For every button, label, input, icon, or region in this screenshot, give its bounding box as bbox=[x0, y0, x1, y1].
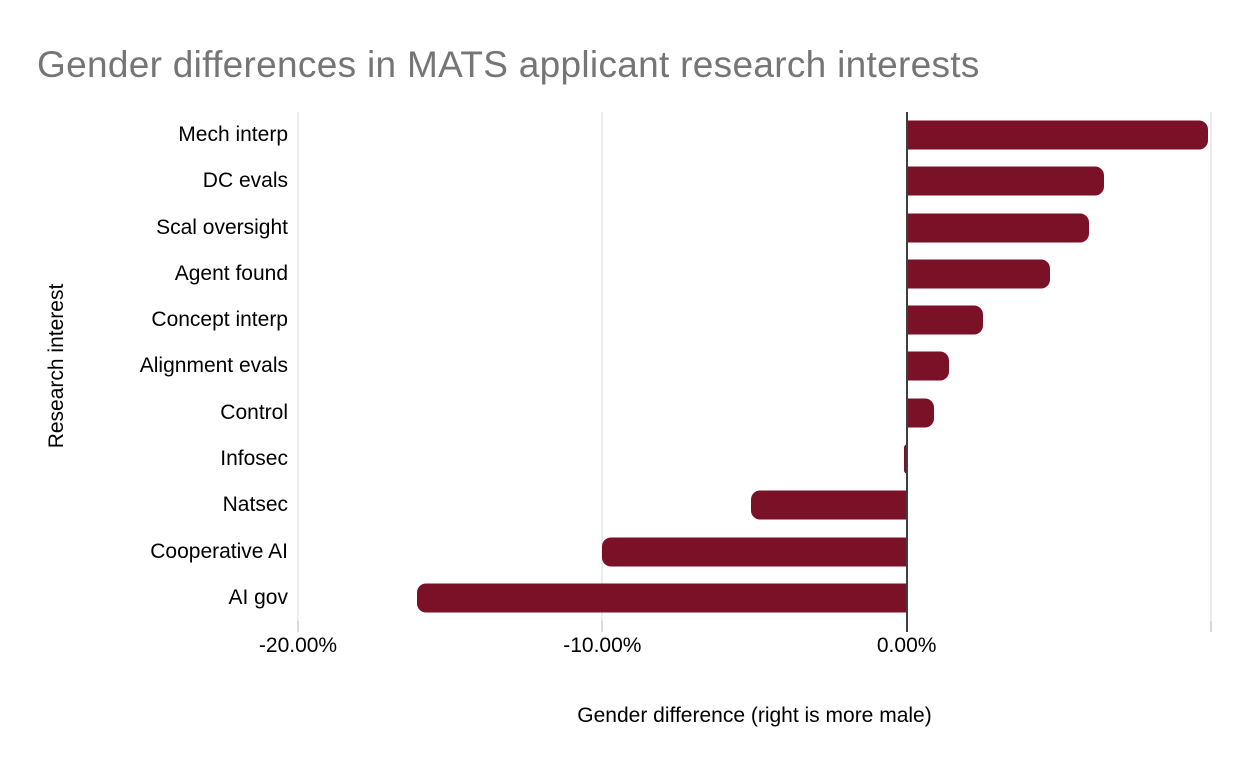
x-tick-label: -20.00% bbox=[258, 634, 338, 657]
axis-tick bbox=[905, 621, 908, 632]
gridline bbox=[1210, 112, 1212, 621]
bar bbox=[416, 583, 907, 613]
bar bbox=[906, 213, 1090, 243]
axis-tick bbox=[601, 621, 603, 632]
axis-tick bbox=[297, 621, 299, 632]
axis-ticks bbox=[297, 621, 1212, 632]
bars bbox=[298, 112, 1211, 621]
bar bbox=[906, 259, 1050, 289]
category-labels: Mech interp DC evals Scal oversight Agent f… bbox=[0, 112, 288, 621]
bar-row bbox=[298, 158, 1211, 204]
bar-row bbox=[298, 575, 1211, 621]
gridline bbox=[601, 112, 603, 621]
zero-axis-line bbox=[905, 112, 908, 621]
chart-title: Gender differences in MATS applicant res… bbox=[37, 44, 980, 85]
bar-row bbox=[298, 436, 1211, 482]
bar-row bbox=[298, 205, 1211, 251]
bar-row bbox=[298, 343, 1211, 389]
bar bbox=[906, 120, 1208, 150]
bar bbox=[903, 444, 907, 474]
category-label: Concept interp bbox=[151, 308, 288, 332]
x-axis-title: Gender difference (right is more male) bbox=[577, 704, 932, 727]
bar-row bbox=[298, 482, 1211, 528]
bar bbox=[906, 166, 1105, 196]
axis-tick bbox=[1210, 621, 1212, 632]
category-label: Mech interp bbox=[178, 123, 288, 147]
category-label: Agent found bbox=[174, 261, 288, 285]
category-label: Scal oversight bbox=[156, 215, 288, 239]
bar bbox=[906, 398, 935, 428]
category-label: DC evals bbox=[202, 169, 288, 193]
bar-row bbox=[298, 528, 1211, 574]
plot-area bbox=[297, 112, 1212, 621]
bar bbox=[751, 490, 907, 520]
category-label: Cooperative AI bbox=[150, 539, 288, 563]
bar-row bbox=[298, 112, 1211, 158]
bar-row bbox=[298, 390, 1211, 436]
category-label: AI gov bbox=[228, 585, 288, 609]
x-tick-labels: -20.00% -10.00% 0.00% bbox=[259, 634, 1211, 664]
bar bbox=[906, 305, 983, 335]
bar-row bbox=[298, 251, 1211, 297]
category-label: Alignment evals bbox=[139, 354, 288, 378]
category-label: Natsec bbox=[222, 493, 288, 517]
bar-row bbox=[298, 297, 1211, 343]
gridline bbox=[297, 112, 299, 621]
bar bbox=[906, 351, 950, 381]
category-label: Control bbox=[220, 400, 288, 424]
category-label: Infosec bbox=[220, 446, 288, 470]
bar bbox=[602, 537, 907, 567]
x-tick-label: -10.00% bbox=[563, 634, 642, 657]
x-tick-label: 0.00% bbox=[876, 634, 937, 657]
